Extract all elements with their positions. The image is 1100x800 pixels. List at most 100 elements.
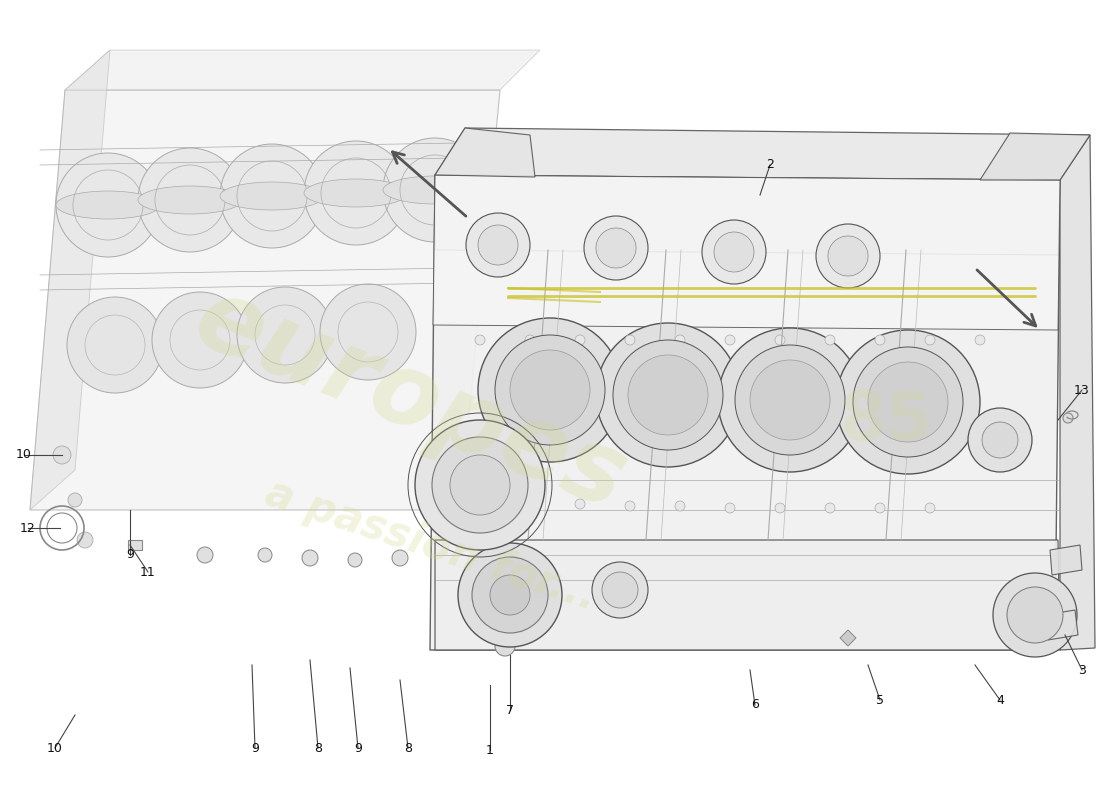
Circle shape bbox=[993, 573, 1077, 657]
Circle shape bbox=[592, 562, 648, 618]
Circle shape bbox=[575, 499, 585, 509]
Circle shape bbox=[443, 433, 456, 447]
Circle shape bbox=[68, 493, 82, 507]
Circle shape bbox=[874, 503, 886, 513]
Circle shape bbox=[925, 335, 935, 345]
Circle shape bbox=[718, 328, 862, 472]
Circle shape bbox=[475, 495, 485, 505]
Text: 85: 85 bbox=[840, 388, 933, 454]
Ellipse shape bbox=[304, 179, 408, 207]
Circle shape bbox=[449, 409, 461, 421]
Circle shape bbox=[495, 335, 605, 445]
Circle shape bbox=[702, 220, 766, 284]
Circle shape bbox=[868, 362, 948, 442]
Circle shape bbox=[575, 335, 585, 345]
Circle shape bbox=[628, 355, 708, 435]
Circle shape bbox=[776, 335, 785, 345]
Text: 13: 13 bbox=[1074, 383, 1090, 397]
Polygon shape bbox=[30, 90, 500, 510]
Text: 9: 9 bbox=[126, 549, 134, 562]
Ellipse shape bbox=[383, 176, 487, 204]
Text: 8: 8 bbox=[404, 742, 412, 754]
Circle shape bbox=[602, 572, 638, 608]
Polygon shape bbox=[65, 50, 540, 90]
Circle shape bbox=[750, 360, 830, 440]
Ellipse shape bbox=[56, 191, 160, 219]
Circle shape bbox=[320, 284, 416, 380]
Text: 9: 9 bbox=[251, 742, 258, 754]
Circle shape bbox=[453, 553, 468, 567]
Circle shape bbox=[525, 497, 535, 507]
Circle shape bbox=[220, 144, 324, 248]
Circle shape bbox=[236, 287, 333, 383]
Polygon shape bbox=[1050, 545, 1082, 575]
Text: 10: 10 bbox=[47, 742, 63, 754]
Circle shape bbox=[392, 550, 408, 566]
Circle shape bbox=[836, 330, 980, 474]
Circle shape bbox=[825, 335, 835, 345]
Circle shape bbox=[828, 236, 868, 276]
Circle shape bbox=[1063, 413, 1072, 423]
Circle shape bbox=[982, 422, 1018, 458]
Circle shape bbox=[450, 455, 510, 515]
Circle shape bbox=[852, 347, 962, 457]
Circle shape bbox=[152, 292, 248, 388]
Text: 10: 10 bbox=[16, 449, 32, 462]
Circle shape bbox=[56, 153, 160, 257]
Circle shape bbox=[816, 224, 880, 288]
Text: 7: 7 bbox=[506, 703, 514, 717]
Circle shape bbox=[776, 503, 785, 513]
Circle shape bbox=[1006, 587, 1063, 643]
Text: 11: 11 bbox=[140, 566, 156, 578]
Circle shape bbox=[432, 437, 528, 533]
Circle shape bbox=[625, 335, 635, 345]
Circle shape bbox=[383, 138, 487, 242]
Text: 12: 12 bbox=[20, 522, 36, 534]
Text: 8: 8 bbox=[314, 742, 322, 754]
Circle shape bbox=[525, 335, 535, 345]
Text: 6: 6 bbox=[751, 698, 759, 711]
Text: 9: 9 bbox=[354, 742, 362, 754]
Circle shape bbox=[874, 335, 886, 345]
Circle shape bbox=[925, 503, 935, 513]
Circle shape bbox=[348, 553, 362, 567]
Circle shape bbox=[77, 532, 94, 548]
Circle shape bbox=[613, 340, 723, 450]
Circle shape bbox=[495, 636, 515, 656]
Polygon shape bbox=[1045, 610, 1078, 640]
Circle shape bbox=[975, 335, 984, 345]
Polygon shape bbox=[434, 128, 535, 177]
Circle shape bbox=[197, 547, 213, 563]
Bar bbox=[128, 540, 142, 550]
Circle shape bbox=[725, 503, 735, 513]
Circle shape bbox=[67, 297, 163, 393]
Circle shape bbox=[458, 543, 562, 647]
Text: 1: 1 bbox=[486, 743, 494, 757]
Text: 3: 3 bbox=[1078, 663, 1086, 677]
Ellipse shape bbox=[138, 186, 242, 214]
Circle shape bbox=[510, 350, 590, 430]
Circle shape bbox=[596, 323, 740, 467]
Circle shape bbox=[675, 335, 685, 345]
Polygon shape bbox=[980, 133, 1090, 180]
Polygon shape bbox=[433, 175, 1060, 330]
Circle shape bbox=[625, 501, 635, 511]
Polygon shape bbox=[434, 175, 1060, 255]
Circle shape bbox=[304, 141, 408, 245]
Text: 5: 5 bbox=[876, 694, 884, 706]
Polygon shape bbox=[434, 128, 1090, 180]
Circle shape bbox=[675, 501, 685, 511]
Text: a passion for...: a passion for... bbox=[260, 472, 602, 619]
Circle shape bbox=[53, 446, 72, 464]
Polygon shape bbox=[840, 630, 856, 646]
Ellipse shape bbox=[220, 182, 324, 210]
Polygon shape bbox=[434, 540, 1060, 650]
Circle shape bbox=[735, 345, 845, 455]
Circle shape bbox=[138, 148, 242, 252]
Circle shape bbox=[490, 575, 530, 615]
Circle shape bbox=[714, 232, 754, 272]
Polygon shape bbox=[430, 175, 1060, 650]
Circle shape bbox=[302, 550, 318, 566]
Circle shape bbox=[472, 557, 548, 633]
Circle shape bbox=[825, 503, 835, 513]
